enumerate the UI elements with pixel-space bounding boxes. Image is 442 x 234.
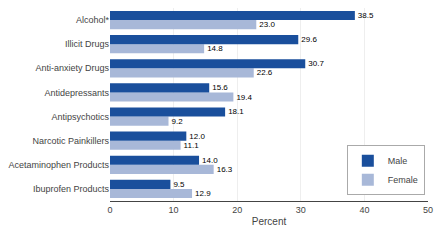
svg-text:30: 30 — [296, 205, 306, 215]
svg-text:18.1: 18.1 — [228, 107, 244, 116]
svg-text:Ibuprofen Products: Ibuprofen Products — [33, 184, 110, 194]
svg-text:Female: Female — [388, 175, 418, 185]
svg-text:23.0: 23.0 — [259, 20, 275, 29]
svg-text:Anti-anxiety Drugs: Anti-anxiety Drugs — [35, 63, 109, 73]
svg-text:Antidepressants: Antidepressants — [44, 88, 109, 98]
svg-text:30.7: 30.7 — [308, 59, 324, 68]
svg-text:9.5: 9.5 — [173, 180, 185, 189]
svg-text:0: 0 — [107, 205, 112, 215]
svg-text:16.3: 16.3 — [217, 165, 233, 174]
svg-text:12.9: 12.9 — [195, 189, 211, 198]
svg-text:40: 40 — [359, 205, 369, 215]
svg-text:10: 10 — [169, 205, 179, 215]
svg-text:Male: Male — [388, 156, 408, 166]
svg-text:50: 50 — [423, 205, 433, 215]
svg-text:14.0: 14.0 — [202, 156, 218, 165]
svg-text:14.8: 14.8 — [207, 44, 223, 53]
svg-text:22.6: 22.6 — [257, 68, 273, 77]
svg-text:12.0: 12.0 — [189, 132, 205, 141]
svg-text:Acetaminophen Products: Acetaminophen Products — [8, 160, 109, 170]
svg-text:15.6: 15.6 — [212, 83, 228, 92]
svg-text:20: 20 — [232, 205, 242, 215]
svg-text:Narcotic Painkillers: Narcotic Painkillers — [32, 136, 109, 146]
svg-text:Alcohol*: Alcohol* — [76, 15, 110, 25]
svg-text:38.5: 38.5 — [358, 11, 374, 20]
svg-text:29.6: 29.6 — [301, 35, 317, 44]
svg-text:11.1: 11.1 — [184, 141, 200, 150]
svg-text:Illicit Drugs: Illicit Drugs — [65, 39, 110, 49]
svg-text:Antipsychotics: Antipsychotics — [51, 112, 109, 122]
svg-text:Percent: Percent — [252, 216, 287, 227]
svg-text:9.2: 9.2 — [172, 117, 184, 126]
svg-text:19.4: 19.4 — [236, 93, 252, 102]
